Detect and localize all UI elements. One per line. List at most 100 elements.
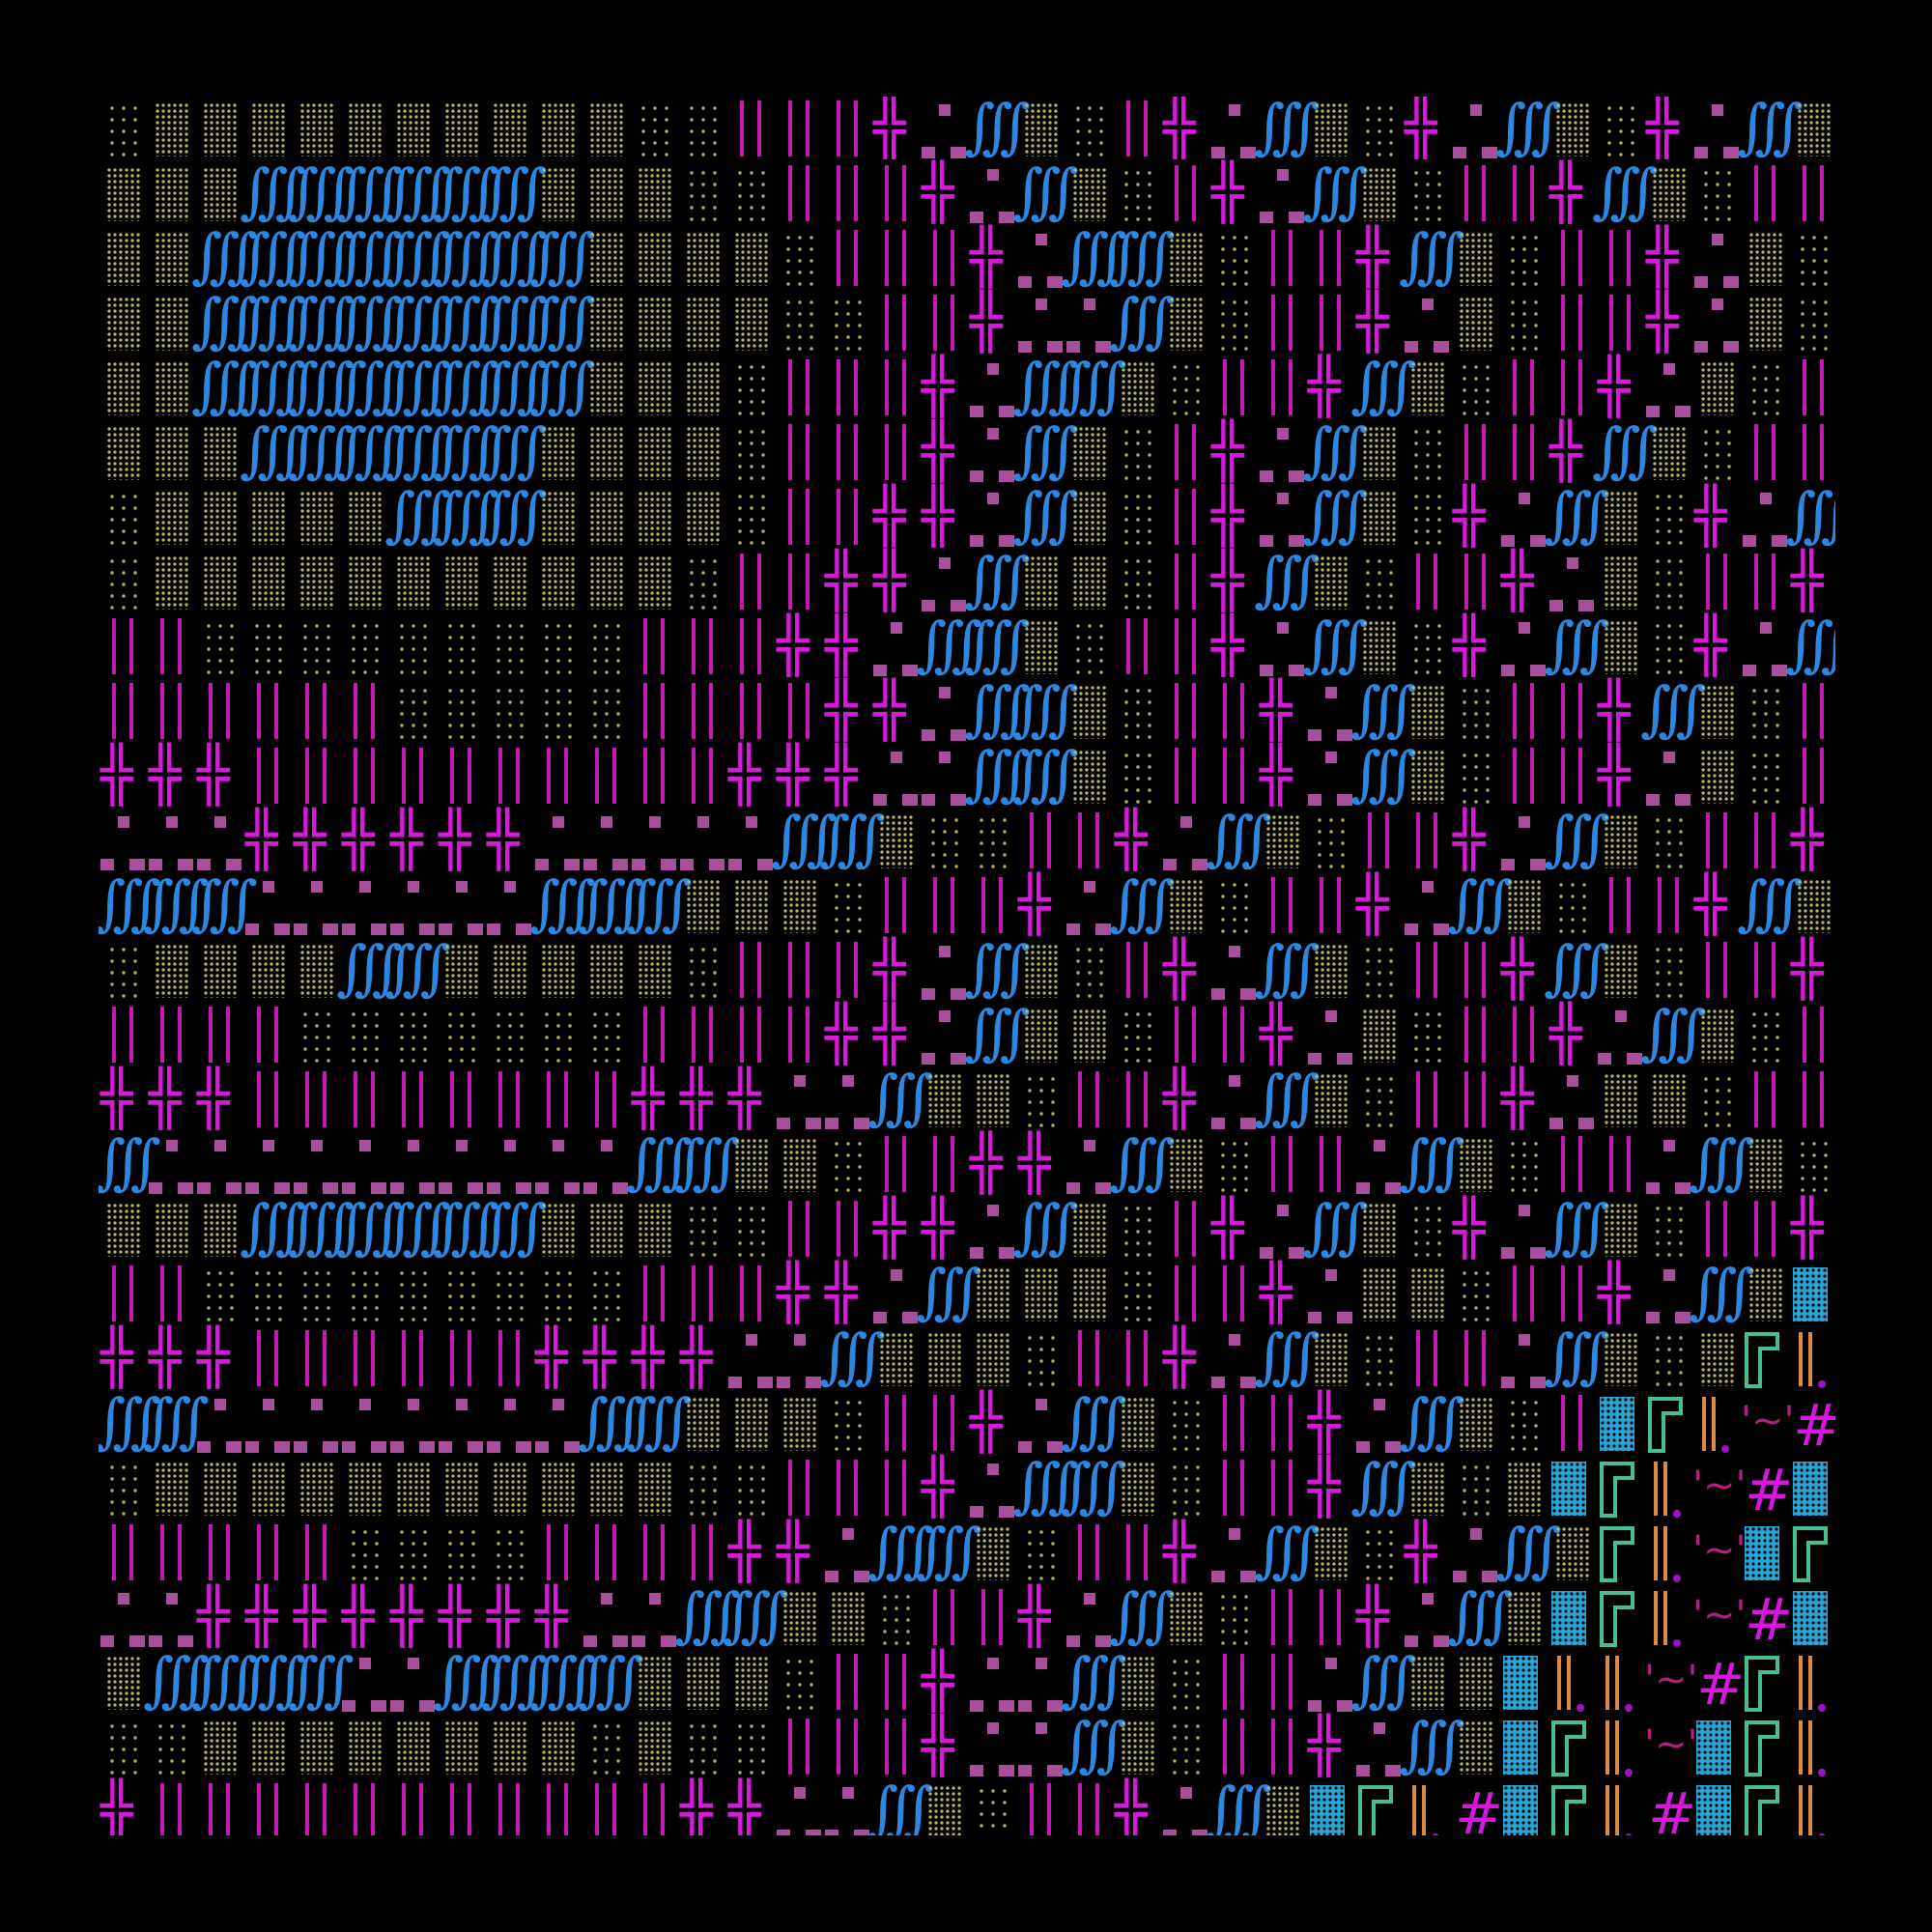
double-bars-cell [292,679,340,744]
frame-cell [1741,1715,1789,1779]
dense-dots-cell [195,1715,243,1779]
double-cross-glyph: ╬ [439,1585,471,1648]
squares-glyph [1211,1571,1256,1582]
dense-dots-cell [340,550,388,614]
double-bars-glyph [709,618,713,674]
sparse-dots-glyph [1700,1073,1735,1127]
dense-dots-cell [1596,614,1644,679]
double-bars-glyph [709,1007,713,1063]
sparse-dots-cell [726,1456,775,1520]
double-bars-cell [1789,1067,1835,1132]
orange-bars-glyph [1808,1332,1812,1386]
sparse-dots-glyph [1652,1203,1687,1257]
sparse-dots-glyph [686,1462,721,1516]
integral-glyphs-cell: ∫∫∫ [288,157,355,226]
integral-glyphs-cell: ∫∫∫ [481,481,548,550]
double-bars-glyph [1095,1783,1099,1835]
double-cross-cell: ╬ [1644,97,1692,161]
double-cross-cell: ╬ [1016,1132,1065,1197]
sparse-dots-cell [1403,420,1451,485]
double-cross-glyph: ╬ [1308,1456,1341,1519]
integral-glyphs-glyph: ∫∫∫ [674,1579,741,1650]
double-bars-cell [1161,161,1209,226]
dense-dots-glyph [396,102,431,156]
sparse-dots-glyph [106,102,141,156]
double-bars-cell [871,1391,920,1456]
dense-dots-glyph [686,879,721,933]
dense-dots-cell [1016,1003,1065,1067]
double-bars-cell [1065,1326,1113,1391]
double-cross-cell: ╬ [1499,550,1548,614]
double-bars-glyph [371,1783,375,1835]
squares-cell [726,809,775,873]
double-bars-cell [630,1262,678,1326]
squares-glyph [1308,729,1352,741]
integral-glyphs-cell: ∫∫∫ [384,416,451,485]
double-cross-cell: ╬ [1209,550,1258,614]
dense-dots-glyph [106,426,141,480]
double-bars-glyph [274,1330,278,1386]
integral-glyphs-glyph: ∫∫∫ [1737,97,1804,161]
integral-glyphs-cell: ∫∫∫ [1012,740,1079,809]
integral-glyphs-glyph: ∫∫∫ [1592,156,1659,226]
integral-glyphs-glyph: ∫∫∫ [1737,867,1804,938]
double-bars-glyph [1095,1071,1099,1127]
squares-cell [1016,1391,1065,1456]
squares-cell [147,809,195,873]
sparse-dots-cell [1065,938,1113,1003]
squares-glyph [1066,923,1111,935]
dense-dots-glyph [1314,1073,1349,1127]
double-cross-cell: ╬ [388,809,437,873]
dense-dots-cell [388,97,437,161]
integral-glyphs-glyph: ∫∫∫ [1640,673,1707,744]
double-bars-cell [920,291,968,355]
sparse-dots-cell [1161,1650,1209,1715]
squares-glyph [390,923,435,935]
squares-cell [1741,485,1789,550]
dense-dots-glyph [1459,1138,1493,1192]
dense-dots-glyph [1748,1138,1783,1192]
sparse-dots-cell [485,1520,533,1585]
tilde-cell: '~' [1692,1456,1747,1520]
double-cross-cell: ╬ [1258,1262,1306,1326]
double-bars-cell [243,1326,292,1391]
sparse-dots-glyph [1410,167,1445,221]
dense-dots-glyph [734,879,769,933]
double-cross-cell: ╬ [1644,226,1692,291]
double-bars-glyph [1820,359,1824,415]
squares-glyph [777,1830,821,1835]
sparse-dots-cell [388,1520,437,1585]
dense-dots-glyph [541,555,576,610]
squares-cell [1354,1391,1403,1456]
dense-dots-cell [1596,809,1644,873]
double-cross-cell: ╬ [533,1585,582,1650]
double-bars-glyph [757,100,761,156]
double-cross-glyph: ╬ [1501,550,1534,612]
squares-glyph [922,1053,966,1065]
dense-dots-glyph [686,426,721,480]
double-bars-glyph [1192,618,1196,674]
double-cross-cell: ╬ [1209,614,1258,679]
double-cross-cell: ╬ [1548,1003,1596,1067]
frame-glyph [1648,1397,1683,1458]
sparse-dots-glyph [1700,426,1735,480]
integral-glyphs-glyph: ∫∫∫ [384,285,451,355]
double-bars-glyph [1240,1719,1244,1775]
sparse-dots-glyph [444,1009,479,1063]
double-cross-glyph: ╬ [1163,938,1196,1001]
double-cross-cell: ╬ [1016,873,1065,938]
squares-cell [388,1391,437,1456]
integral-glyphs-glyph: ∫∫∫ [1254,544,1321,614]
dense-dots-glyph [1700,361,1735,415]
sparse-dots-glyph [1169,1656,1204,1710]
double-bars-glyph [854,1654,858,1710]
dense-dots-glyph [1459,1656,1493,1710]
sparse-dots-cell [388,614,437,679]
double-cross-cell: ╬ [1789,1197,1835,1262]
sparse-dots-glyph [1652,944,1687,998]
squares-glyph [294,1182,338,1194]
dense-dots-glyph [1507,1462,1542,1516]
tilde-cell: '~' [1644,1715,1698,1779]
sparse-dots-cell [292,1262,340,1326]
double-bars-glyph [951,1136,954,1192]
